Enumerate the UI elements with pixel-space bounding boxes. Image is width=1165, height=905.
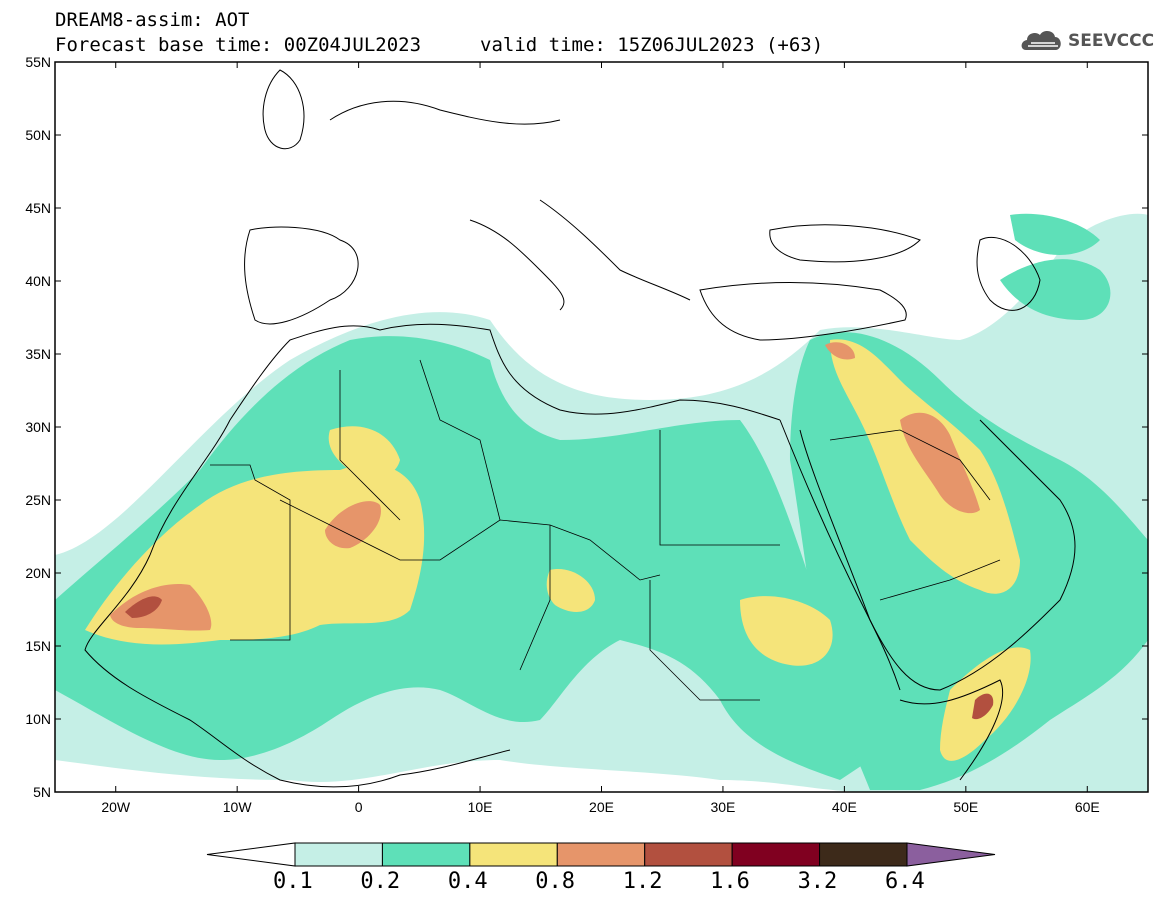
aot-level-0.4-chad — [546, 569, 595, 612]
colorbar-box — [819, 842, 908, 867]
lat-label: 25N — [25, 492, 51, 508]
logo-text: SEEVCCC — [1068, 31, 1155, 51]
red-sea-coast — [779, 419, 901, 691]
lat-label: 20N — [25, 565, 51, 581]
lat-label: 15N — [25, 638, 51, 654]
colorbar-box — [556, 842, 646, 867]
colorbar-box — [294, 842, 383, 867]
aot-level-0.8-iraq — [900, 412, 980, 514]
colorbar-label: 1.2 — [622, 869, 663, 894]
colorbar-label: 0.1 — [273, 869, 313, 894]
horn-coast — [899, 679, 1004, 781]
caspian-coast — [976, 236, 1041, 311]
lon-label: 20W — [101, 799, 131, 815]
aot-field — [55, 213, 1148, 793]
black-sea-coast — [769, 224, 921, 263]
aot-level-0.4-sahara — [328, 426, 400, 477]
aot-level-0.2-aral — [1010, 213, 1100, 255]
valid-time: valid time: 15Z06JUL2023 (+63) — [480, 34, 824, 56]
coastlines — [84, 69, 1076, 788]
north-africa-coast — [149, 323, 781, 556]
lon-label: 10W — [223, 799, 253, 815]
colorbar-box — [469, 842, 558, 867]
lon-label: 40E — [832, 799, 857, 815]
latitude-axis: 55N 50N 45N 40N 35N 30N 25N 20N 15N 10N 5N — [25, 54, 1148, 800]
lon-label: 50E — [953, 799, 978, 815]
lat-label: 40N — [25, 273, 51, 289]
lon-label: 0 — [355, 799, 363, 815]
lon-label: 60E — [1075, 799, 1100, 815]
italy-coast — [469, 219, 565, 311]
uk-coast — [262, 69, 305, 150]
forecast-base-time: Forecast base time: 00Z04JUL2023 — [55, 34, 422, 56]
arabia-coast — [799, 419, 1076, 691]
aot-level-0.8-mauritania — [110, 584, 212, 631]
lat-label: 50N — [25, 127, 51, 143]
colorbar-label: 0.2 — [360, 869, 401, 894]
aot-level-0.8-mali — [325, 501, 381, 549]
lat-label: 55N — [25, 54, 51, 70]
lat-label: 35N — [25, 346, 51, 362]
colorbar-box — [644, 842, 733, 867]
turkey-coast — [699, 282, 907, 341]
colorbar-label: 0.4 — [447, 869, 488, 894]
balkans-coast — [539, 199, 691, 301]
lat-label: 30N — [25, 419, 51, 435]
aot-level-1.2-mauritania — [125, 596, 162, 618]
colorbar-label: 0.8 — [535, 869, 576, 894]
europe-north-coast — [329, 100, 561, 125]
seevccc-logo: SEEVCCC — [1018, 24, 1158, 58]
aot-level-1.2-somalia — [972, 693, 994, 720]
colorbar-label: 6.4 — [885, 869, 925, 894]
lon-label: 20E — [589, 799, 614, 815]
lon-label: 10E — [468, 799, 493, 815]
borders — [210, 359, 1001, 701]
lat-label: 45N — [25, 200, 51, 216]
west-africa-coast — [84, 554, 511, 788]
colorbar-box — [731, 842, 821, 867]
longitude-axis: 20W 10W 0 10E 20E 30E 40E 50E 60E — [101, 62, 1100, 815]
aot-level-0.4-sudan — [740, 596, 833, 666]
lat-label: 10N — [25, 711, 51, 727]
aot-level-0.8-levant — [825, 342, 855, 360]
colorbar-label: 3.2 — [797, 869, 838, 894]
aot-level-0.2-west — [55, 336, 870, 780]
iberia-coast — [244, 226, 359, 325]
lon-label: 30E — [710, 799, 735, 815]
colorbar-box — [381, 842, 471, 867]
map-title: DREAM8-assim: AOT — [55, 9, 250, 31]
colorbar-over-arrow — [906, 842, 996, 867]
colorbar — [206, 842, 996, 867]
colorbar-under-arrow — [206, 842, 296, 867]
cloud-icon — [1021, 31, 1061, 50]
lat-label: 5N — [33, 784, 51, 800]
colorbar-label: 1.6 — [710, 869, 750, 894]
